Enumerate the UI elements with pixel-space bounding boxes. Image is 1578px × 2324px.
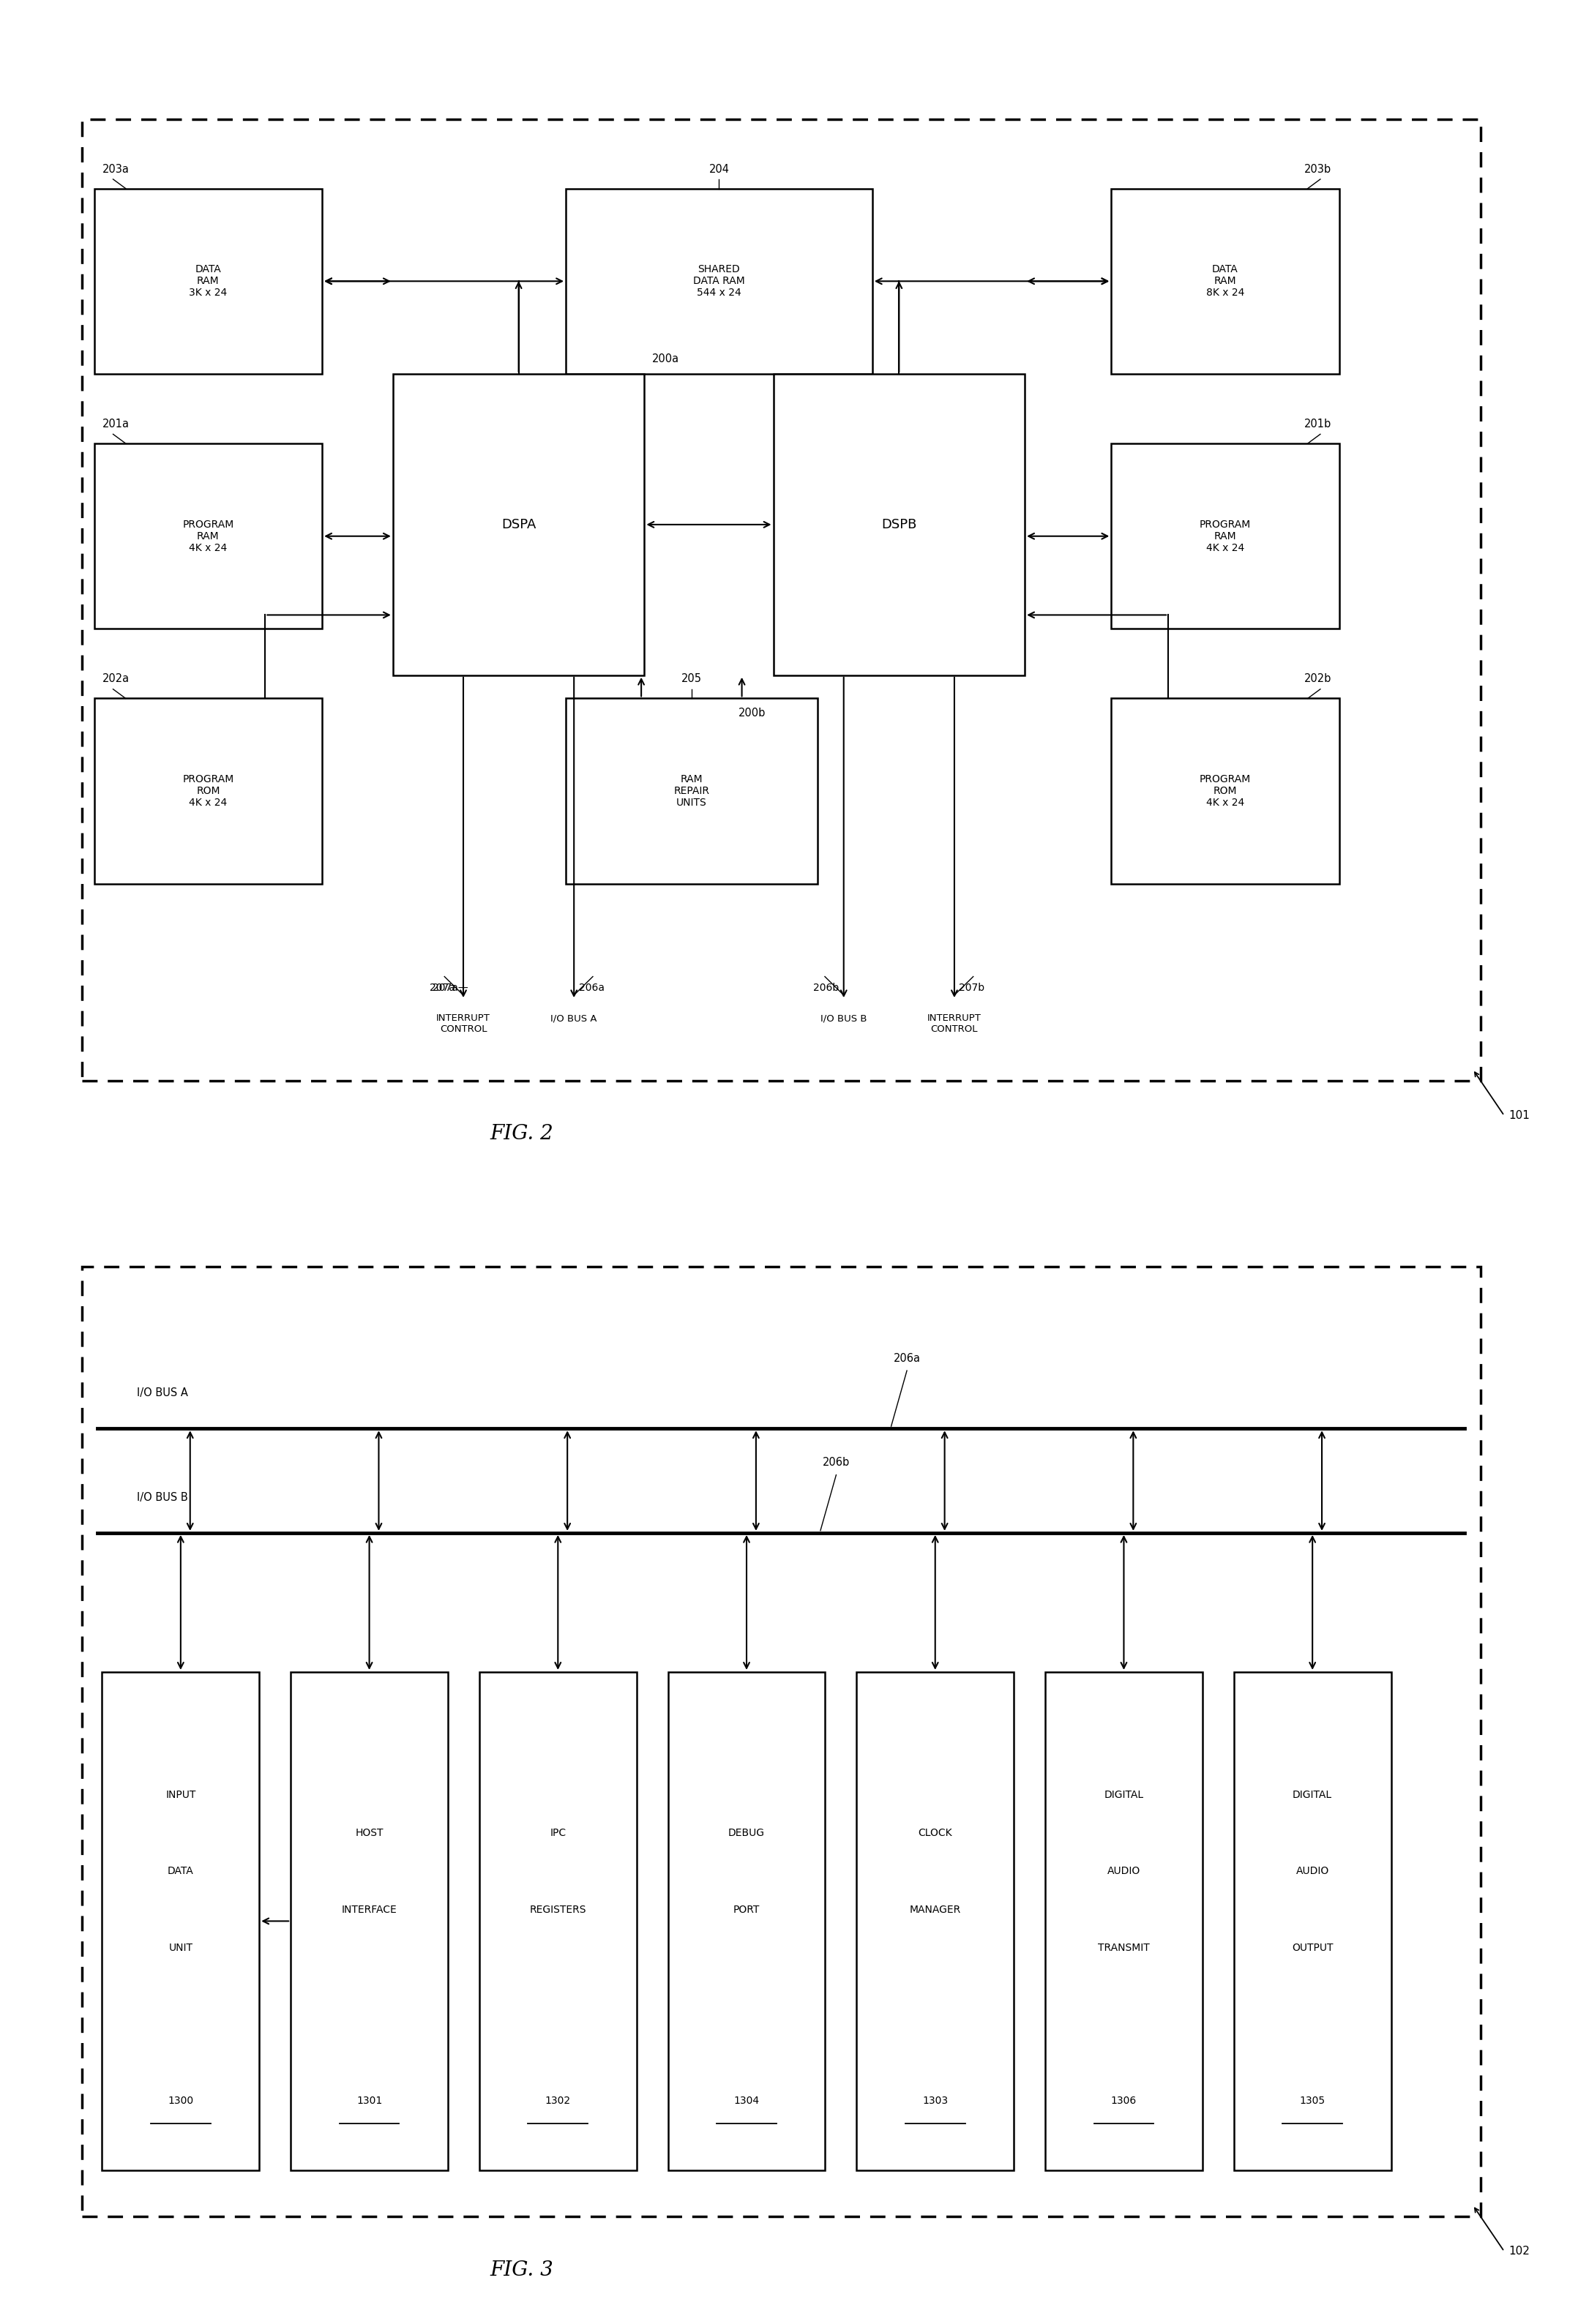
Text: INTERRUPT
CONTROL: INTERRUPT CONTROL [436, 1013, 491, 1034]
Bar [857, 1671, 1013, 2171]
Text: 204: 204 [709, 163, 729, 174]
Text: INTERFACE: INTERFACE [341, 1903, 398, 1915]
Text: DEBUG: DEBUG [729, 1829, 765, 1838]
Bar [667, 1671, 825, 2171]
Bar [1111, 444, 1340, 630]
Text: 203a: 203a [103, 163, 129, 174]
Text: 202a: 202a [103, 674, 129, 686]
Bar [1111, 700, 1340, 883]
Text: 206b: 206b [822, 1457, 851, 1469]
Text: OUTPUT: OUTPUT [1292, 1943, 1333, 1952]
Text: I/O BUS B: I/O BUS B [137, 1492, 188, 1504]
Text: IPC: IPC [549, 1829, 567, 1838]
Text: SHARED
DATA RAM
544 x 24: SHARED DATA RAM 544 x 24 [693, 265, 745, 297]
Text: DIGITAL: DIGITAL [1292, 1789, 1332, 1799]
Text: 201b: 201b [1303, 418, 1332, 430]
Text: HOST: HOST [355, 1829, 383, 1838]
Text: DSPA: DSPA [502, 518, 537, 532]
Text: 200a: 200a [652, 353, 680, 365]
Text: PROGRAM
ROM
4K x 24: PROGRAM ROM 4K x 24 [183, 774, 234, 809]
Text: 1305: 1305 [1300, 2096, 1326, 2106]
Bar [393, 374, 644, 676]
Text: I/O BUS B: I/O BUS B [821, 1013, 866, 1023]
Text: 1306: 1306 [1111, 2096, 1136, 2106]
Text: 102: 102 [1509, 2245, 1531, 2257]
Bar [290, 1671, 448, 2171]
Text: 1302: 1302 [544, 2096, 571, 2106]
Bar [567, 700, 817, 883]
Text: PROGRAM
ROM
4K x 24: PROGRAM ROM 4K x 24 [1199, 774, 1251, 809]
Text: DATA: DATA [167, 1866, 194, 1875]
Text: AUDIO: AUDIO [1296, 1866, 1329, 1875]
Text: 205: 205 [682, 674, 702, 686]
Text: CLOCK: CLOCK [918, 1829, 952, 1838]
Text: 207a: 207a [429, 983, 456, 992]
Text: MANAGER: MANAGER [909, 1903, 961, 1915]
Text: FIG. 3: FIG. 3 [491, 2259, 554, 2280]
Text: I/O BUS A: I/O BUS A [551, 1013, 596, 1023]
Text: 1301: 1301 [357, 2096, 382, 2106]
Text: 1300: 1300 [167, 2096, 194, 2106]
Text: 201a: 201a [103, 418, 129, 430]
Bar [103, 1671, 259, 2171]
Bar [1045, 1671, 1202, 2171]
Text: 206b: 206b [813, 983, 839, 992]
Bar [773, 374, 1024, 676]
Text: 200b: 200b [739, 709, 765, 718]
Text: AUDIO: AUDIO [1108, 1866, 1141, 1875]
Bar [95, 188, 322, 374]
Bar [567, 188, 873, 374]
Text: 207a—: 207a— [432, 983, 469, 992]
Text: DSPB: DSPB [882, 518, 917, 532]
Text: DIGITAL: DIGITAL [1105, 1789, 1144, 1799]
Bar [480, 1671, 636, 2171]
Text: REGISTERS: REGISTERS [530, 1903, 587, 1915]
Bar [1111, 188, 1340, 374]
Text: FIG. 2: FIG. 2 [491, 1125, 554, 1143]
Text: 207b: 207b [959, 983, 985, 992]
Text: I/O BUS A: I/O BUS A [137, 1387, 188, 1399]
Text: RAM
REPAIR
UNITS: RAM REPAIR UNITS [674, 774, 710, 809]
Text: PROGRAM
RAM
4K x 24: PROGRAM RAM 4K x 24 [1199, 518, 1251, 553]
Text: DATA
RAM
8K x 24: DATA RAM 8K x 24 [1206, 265, 1245, 297]
Text: 202b: 202b [1303, 674, 1332, 686]
Text: 203b: 203b [1303, 163, 1332, 174]
Text: INTERRUPT
CONTROL: INTERRUPT CONTROL [928, 1013, 982, 1034]
Bar [95, 700, 322, 883]
Text: 1303: 1303 [922, 2096, 948, 2106]
Text: INPUT: INPUT [166, 1789, 196, 1799]
Text: 206a: 206a [579, 983, 604, 992]
Text: UNIT: UNIT [169, 1943, 193, 1952]
Text: PROGRAM
RAM
4K x 24: PROGRAM RAM 4K x 24 [183, 518, 234, 553]
Bar [95, 444, 322, 630]
Text: TRANSMIT: TRANSMIT [1098, 1943, 1150, 1952]
Text: 206a: 206a [893, 1353, 920, 1364]
Bar [1234, 1671, 1392, 2171]
Text: 101: 101 [1509, 1111, 1531, 1120]
Text: PORT: PORT [734, 1903, 761, 1915]
Text: DATA
RAM
3K x 24: DATA RAM 3K x 24 [189, 265, 227, 297]
Text: 1304: 1304 [734, 2096, 759, 2106]
